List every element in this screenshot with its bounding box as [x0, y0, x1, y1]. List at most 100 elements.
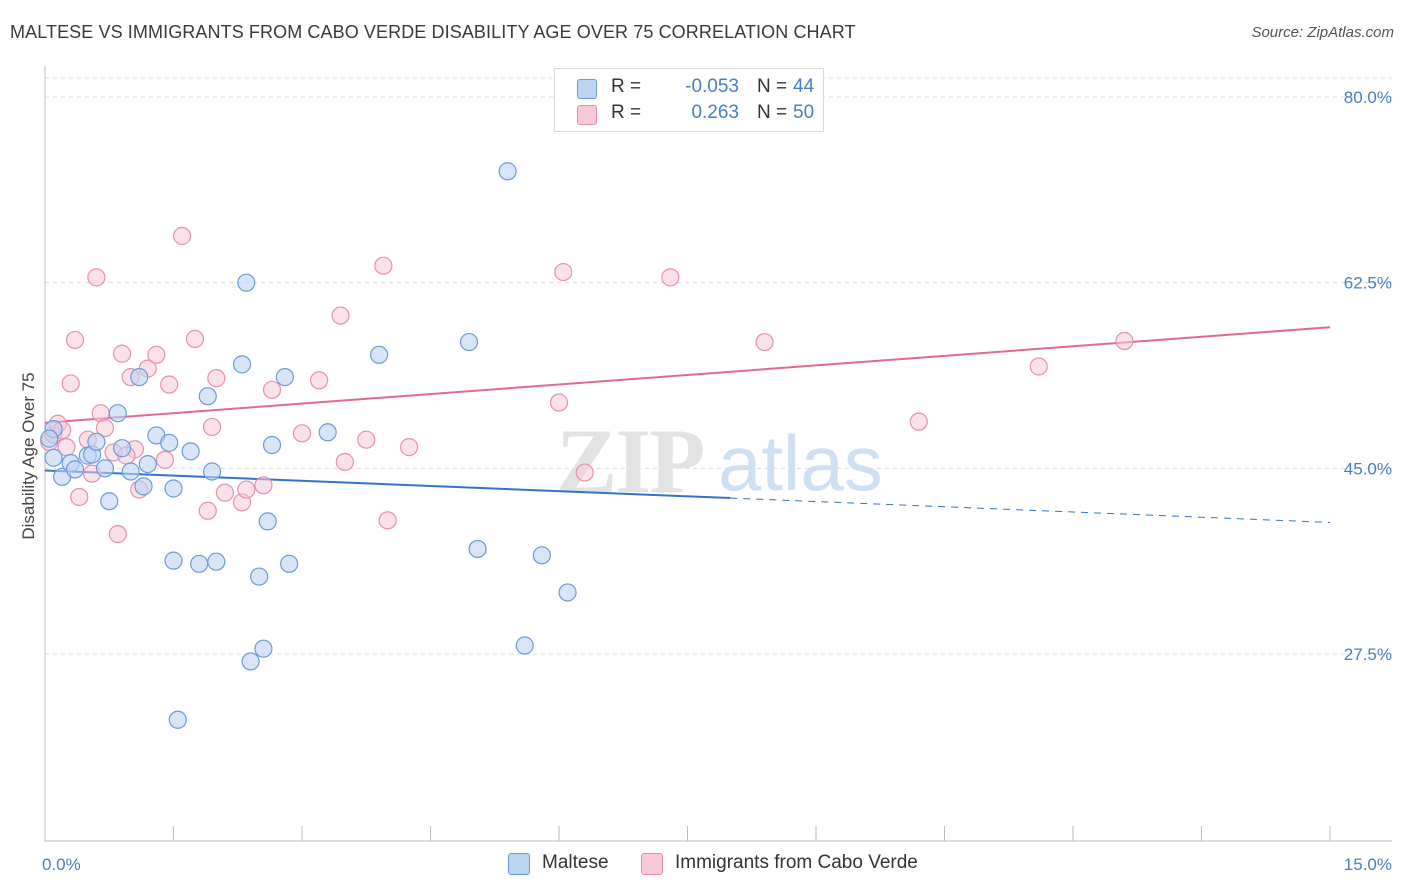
point-maltese — [241, 652, 260, 671]
point-cabo-verde — [1029, 357, 1048, 376]
legend-r-label: R = — [611, 102, 642, 123]
y-tick-label: 62.5% — [1344, 274, 1392, 293]
point-maltese — [134, 477, 153, 496]
axes — [44, 66, 1392, 842]
point-maltese — [370, 345, 389, 364]
point-cabo-verde — [108, 525, 127, 544]
point-cabo-verde — [87, 268, 106, 287]
point-cabo-verde — [292, 424, 312, 443]
series-label-maltese: Maltese — [542, 852, 609, 873]
chart-title: MALTESE VS IMMIGRANTS FROM CABO VERDE DI… — [10, 22, 856, 42]
point-maltese — [207, 552, 226, 571]
point-cabo-verde — [310, 371, 329, 390]
point-cabo-verde — [202, 417, 222, 437]
point-cabo-verde — [198, 501, 217, 520]
y-axis-label: Disability Age Over 75 — [19, 372, 38, 539]
point-maltese — [44, 448, 63, 467]
point-maltese — [181, 442, 200, 461]
point-cabo-verde — [172, 226, 192, 246]
point-maltese — [108, 404, 127, 423]
point-cabo-verde — [160, 375, 179, 394]
point-cabo-verde — [61, 374, 80, 393]
point-maltese — [190, 554, 209, 573]
point-cabo-verde — [554, 262, 573, 282]
point-cabo-verde — [661, 268, 680, 287]
point-maltese — [100, 492, 119, 511]
point-maltese — [498, 162, 517, 181]
x-tick-label: 0.0% — [42, 855, 81, 874]
point-maltese — [40, 429, 59, 448]
point-cabo-verde — [112, 344, 132, 363]
point-cabo-verde — [207, 369, 226, 388]
point-cabo-verde — [215, 483, 234, 502]
point-maltese — [262, 435, 282, 455]
point-cabo-verde — [237, 480, 256, 499]
point-cabo-verde — [1115, 331, 1134, 351]
point-maltese — [65, 460, 85, 479]
trend-line-maltese-extension — [730, 497, 1331, 523]
legend-swatch-maltese — [577, 79, 597, 99]
trend-line-maltese — [44, 469, 731, 500]
point-cabo-verde — [331, 306, 350, 325]
point-cabo-verde — [65, 330, 85, 350]
legend-n-value: 50 — [793, 102, 815, 123]
point-maltese — [87, 432, 106, 451]
point-cabo-verde — [262, 380, 282, 399]
data-points — [40, 162, 1134, 729]
point-cabo-verde — [549, 393, 569, 412]
trend-line-cabo-verde — [44, 326, 1331, 424]
point-maltese — [121, 462, 140, 481]
legend-r-value: 0.263 — [691, 102, 739, 123]
point-maltese — [468, 539, 487, 559]
correlation-legend: R = -0.053 N = 44 R = 0.263 N = 50 — [554, 68, 824, 132]
legend-swatch-cabo-verde — [577, 105, 597, 125]
point-cabo-verde — [147, 345, 166, 364]
point-maltese — [168, 710, 187, 729]
point-maltese — [164, 551, 183, 570]
point-cabo-verde — [909, 412, 928, 431]
point-cabo-verde — [357, 430, 376, 449]
point-cabo-verde — [378, 511, 397, 530]
point-maltese — [160, 433, 179, 452]
point-cabo-verde — [335, 452, 354, 472]
point-maltese — [198, 387, 217, 406]
y-tick-label: 45.0% — [1344, 459, 1392, 478]
point-maltese — [138, 454, 157, 474]
legend-n-label: N = — [757, 102, 788, 123]
point-maltese — [130, 367, 149, 387]
y-tick-label: 27.5% — [1344, 645, 1392, 664]
point-cabo-verde — [755, 332, 774, 352]
point-cabo-verde — [399, 438, 419, 457]
watermark-atlas: atlas — [718, 419, 883, 507]
point-maltese — [280, 554, 299, 573]
point-cabo-verde — [95, 418, 115, 438]
point-cabo-verde — [254, 476, 273, 495]
point-maltese — [558, 583, 577, 602]
point-cabo-verde — [575, 463, 594, 482]
point-cabo-verde — [185, 329, 205, 348]
point-cabo-verde — [374, 256, 393, 275]
point-maltese — [112, 439, 132, 458]
point-maltese — [459, 332, 479, 352]
legend-n-value: 44 — [793, 76, 815, 97]
point-maltese — [318, 423, 337, 442]
point-cabo-verde — [70, 487, 89, 507]
point-maltese — [95, 459, 115, 478]
point-maltese — [254, 639, 273, 658]
y-tick-label: 80.0% — [1344, 88, 1392, 107]
point-maltese — [275, 367, 294, 387]
point-maltese — [532, 546, 551, 565]
point-maltese — [237, 273, 256, 292]
series-swatch-maltese — [508, 853, 530, 875]
series-label-cabo-verde: Immigrants from Cabo Verde — [675, 852, 918, 873]
point-cabo-verde — [155, 450, 175, 469]
legend-r-label: R = — [611, 76, 642, 97]
legend-r-value: -0.053 — [685, 76, 739, 97]
source-credit: Source: ZipAtlas.com — [1251, 24, 1394, 41]
legend-n-label: N = — [757, 76, 788, 97]
point-maltese — [515, 636, 534, 655]
point-maltese — [202, 462, 222, 481]
point-maltese — [232, 355, 252, 374]
point-maltese — [250, 567, 269, 586]
